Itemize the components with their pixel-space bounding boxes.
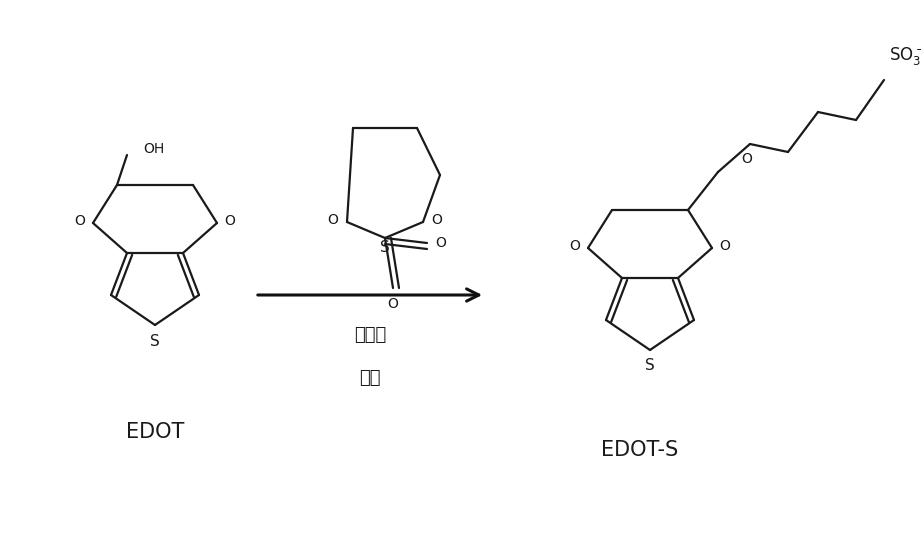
Text: EDOT: EDOT xyxy=(126,422,184,442)
Text: O: O xyxy=(719,239,730,253)
Text: O: O xyxy=(328,213,338,227)
Text: S: S xyxy=(150,333,160,349)
FancyArrowPatch shape xyxy=(258,289,479,301)
Text: 甲苯: 甲苯 xyxy=(359,369,380,387)
Text: O: O xyxy=(388,297,399,311)
Text: O: O xyxy=(436,236,447,250)
Text: O: O xyxy=(432,213,442,227)
Text: O: O xyxy=(225,214,236,228)
Text: EDOT-S: EDOT-S xyxy=(601,440,679,460)
Text: O: O xyxy=(741,152,752,166)
Text: O: O xyxy=(75,214,86,228)
Text: OH: OH xyxy=(143,142,164,156)
Text: S: S xyxy=(380,240,390,256)
Text: 氯化钓: 氯化钓 xyxy=(354,326,386,344)
Text: O: O xyxy=(569,239,580,253)
Text: SO$_3^-$Na$^+$: SO$_3^-$Na$^+$ xyxy=(889,43,921,68)
Text: S: S xyxy=(645,359,655,373)
